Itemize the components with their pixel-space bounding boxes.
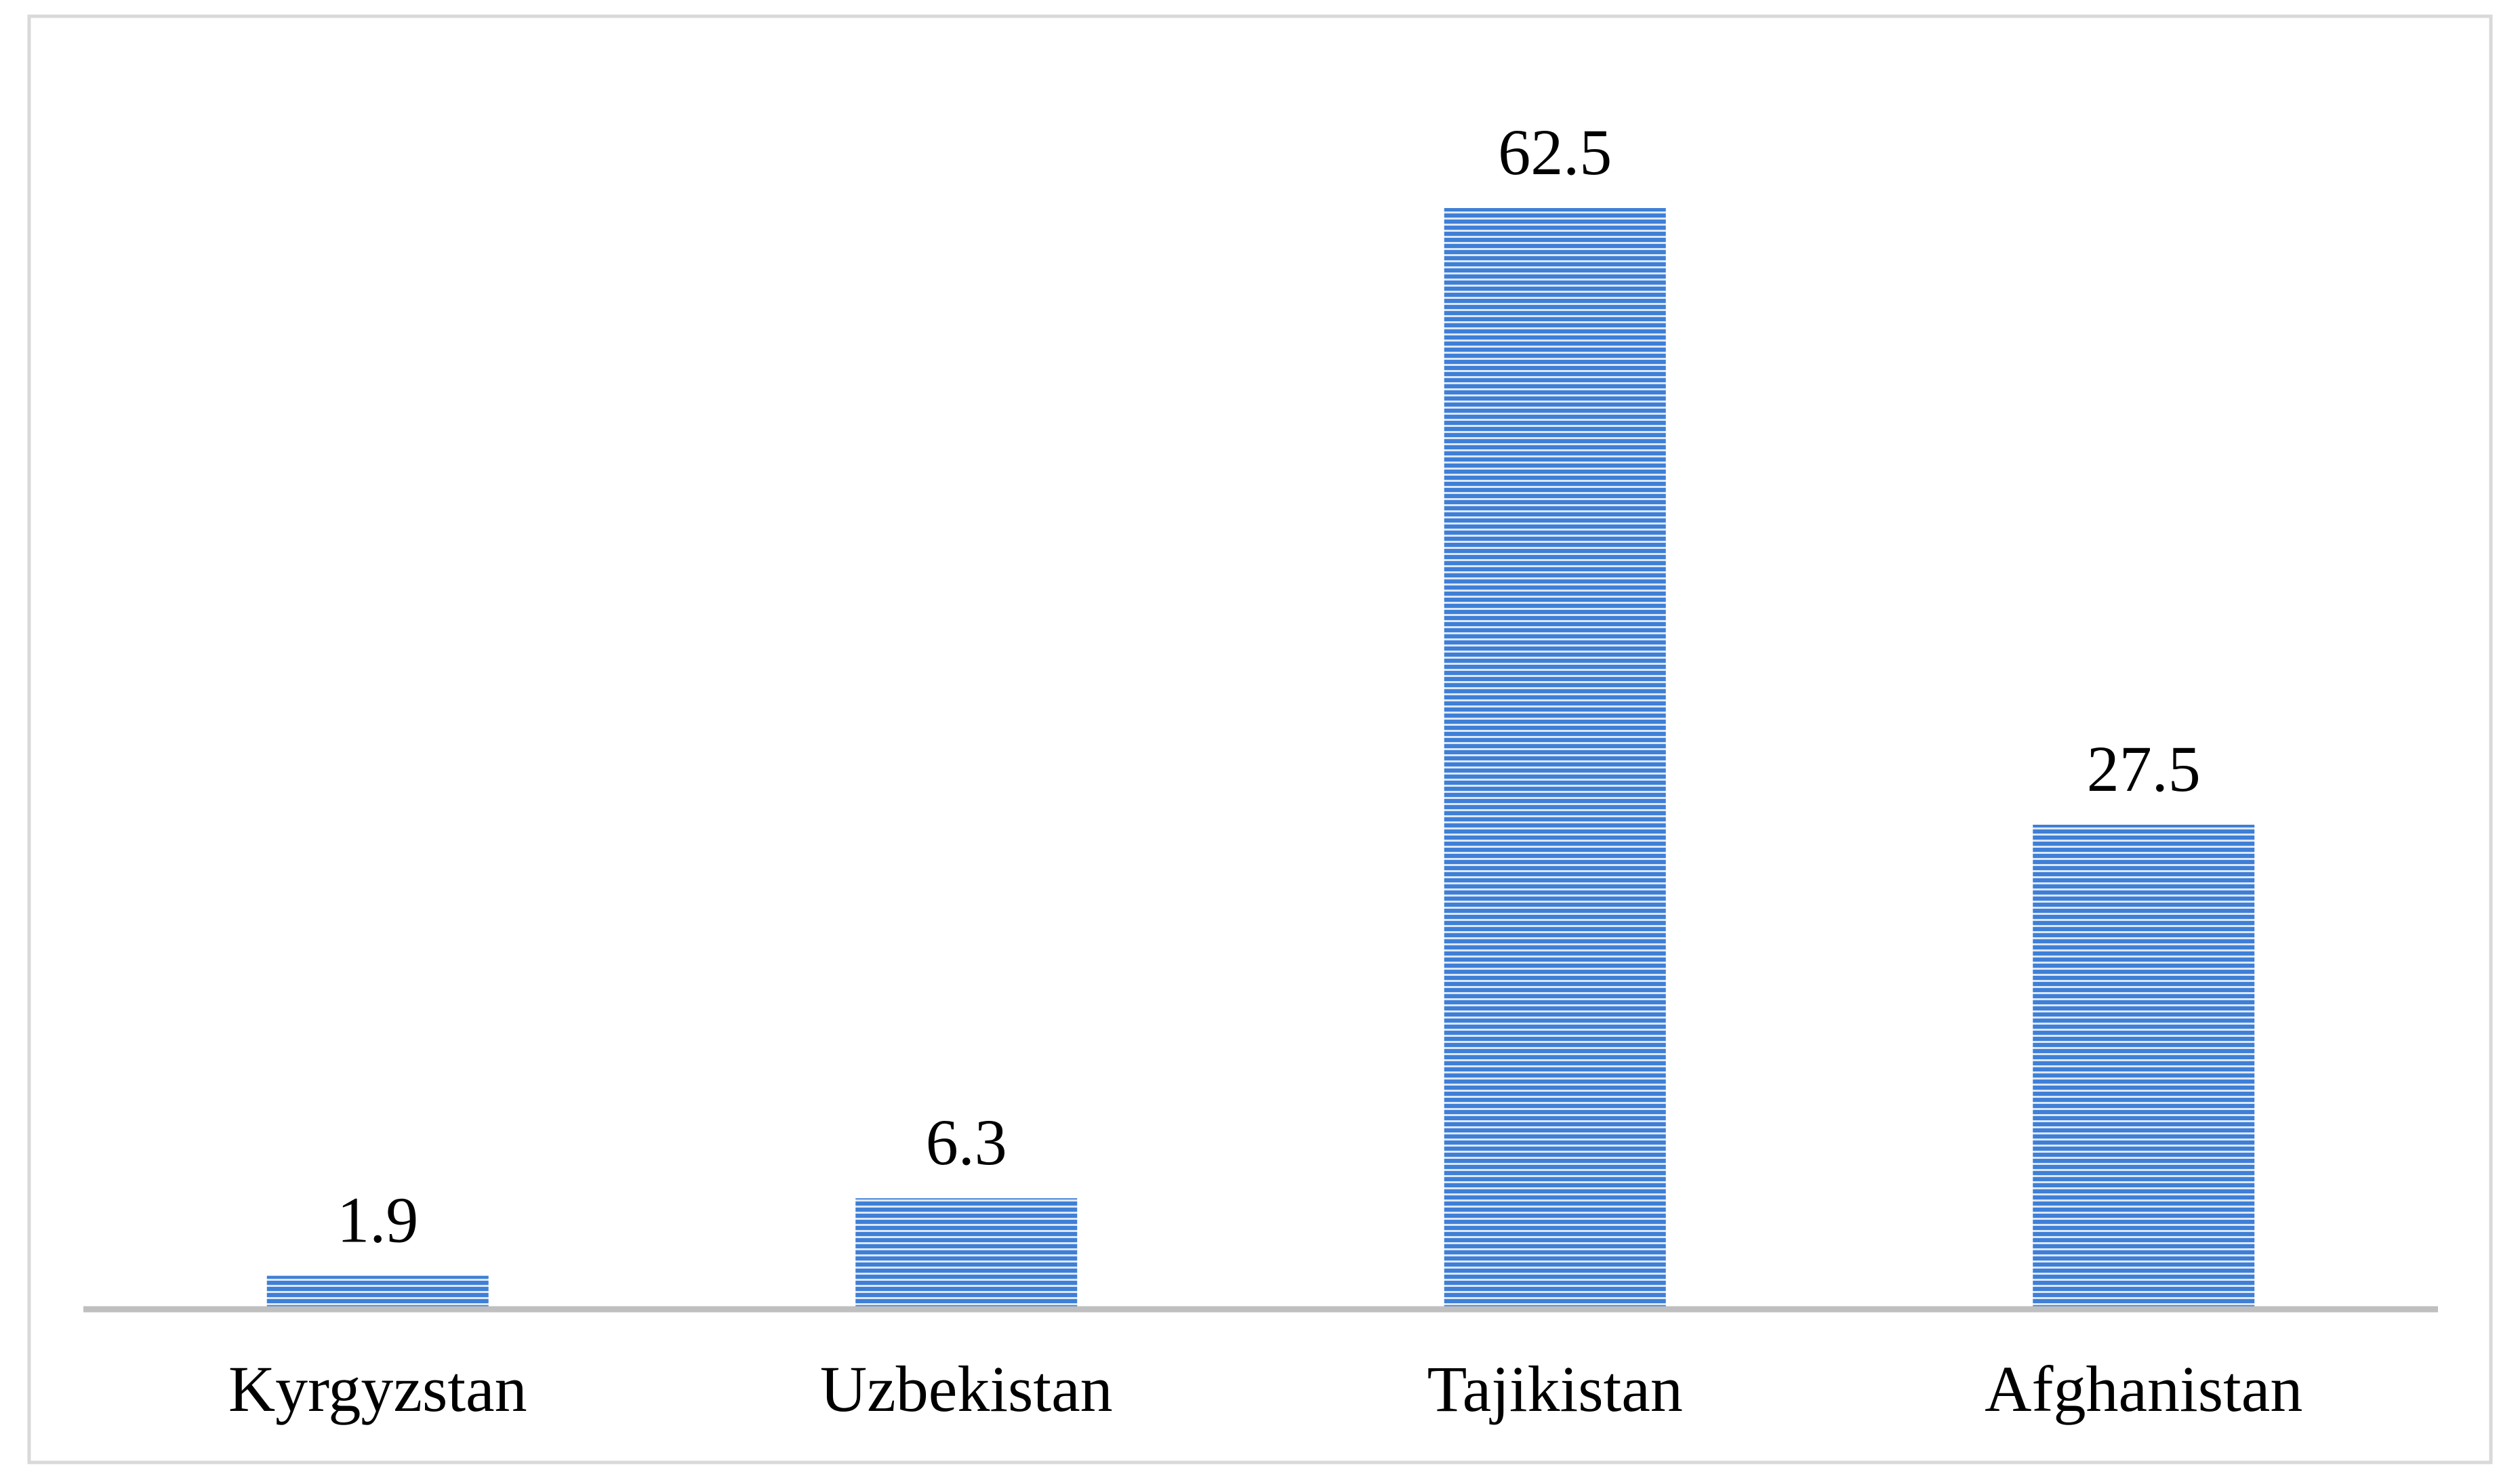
data-label: 62.5 [1498,116,1612,188]
data-label: 1.9 [337,1184,418,1256]
bar [266,1275,489,1309]
bar [1444,208,1666,1309]
x-tick-label: Uzbekistan [820,1353,1113,1425]
data-label: 6.3 [926,1106,1007,1178]
bar [855,1198,1078,1309]
bar [2033,825,2255,1309]
x-tick-label: Kyrgyzstan [228,1353,527,1425]
data-label: 27.5 [2087,733,2201,805]
x-tick-label: Afghanistan [1985,1353,2302,1425]
x-tick-label: Tajikistan [1427,1353,1683,1425]
